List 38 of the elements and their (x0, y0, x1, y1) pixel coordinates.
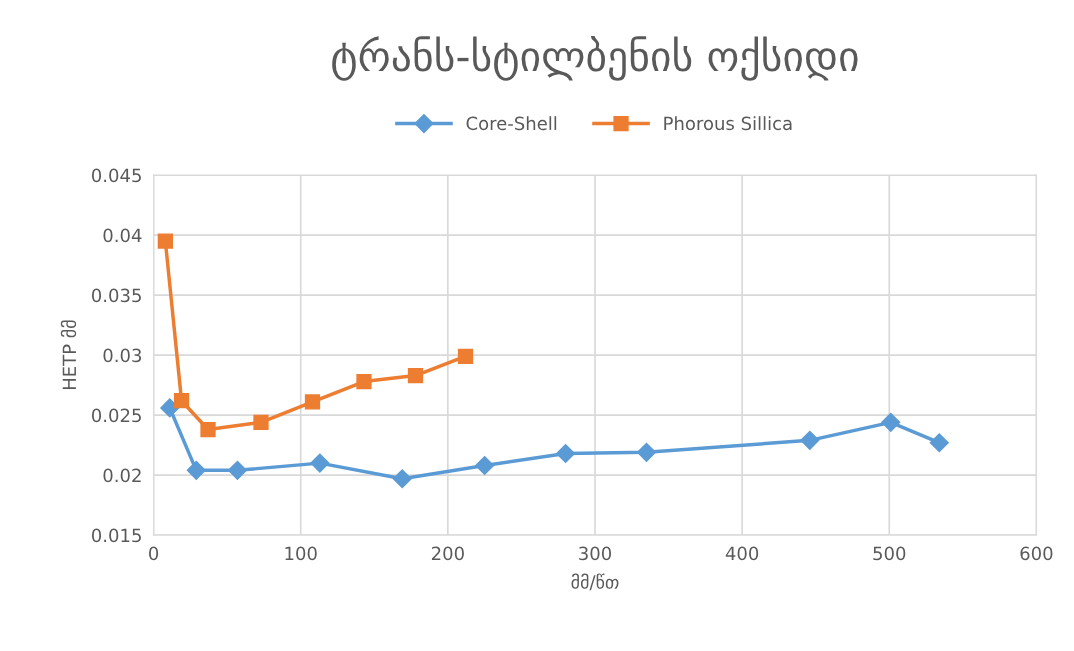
y-tick-label: 0.035 (91, 288, 141, 303)
point (186, 460, 206, 480)
point (929, 433, 949, 453)
point (881, 412, 901, 432)
x-tick-label: 200 (431, 546, 464, 561)
y-tick-label: 0.015 (91, 528, 141, 543)
y-tick-label: 0.04 (103, 228, 142, 243)
point (356, 373, 372, 390)
point (157, 233, 173, 249)
point (304, 394, 321, 410)
point (160, 398, 180, 418)
point (310, 453, 330, 473)
point (636, 442, 657, 462)
point (173, 393, 190, 409)
y-tick-label: 0.02 (103, 468, 141, 483)
point (392, 469, 412, 489)
y-tick-label: 0.03 (103, 348, 142, 363)
point (200, 421, 216, 438)
point (556, 443, 576, 464)
x-tick-label: 100 (285, 546, 317, 561)
point (227, 460, 247, 480)
x-tick-label: 300 (579, 546, 612, 561)
x-axis-title: მმ/წთ (571, 573, 619, 591)
chart-title: ტრანს-სტილბენის ოქსიდი (332, 36, 858, 81)
point (800, 430, 820, 450)
y-tick-label: 0.025 (91, 408, 141, 423)
y-tick-label: 0.045 (91, 168, 141, 183)
legend-label: Core-Shell (466, 116, 557, 131)
x-tick-label: 500 (873, 546, 906, 561)
x-tick-label: 400 (725, 546, 759, 561)
point (407, 367, 424, 384)
y-axis-title: HETP მმ (60, 320, 77, 390)
x-tick-label: 600 (1020, 546, 1053, 561)
legend-label: Phorous Sillica (664, 116, 792, 131)
x-tick-label: 0 (149, 546, 159, 561)
point (253, 414, 269, 430)
point (457, 348, 474, 364)
point (475, 455, 495, 476)
